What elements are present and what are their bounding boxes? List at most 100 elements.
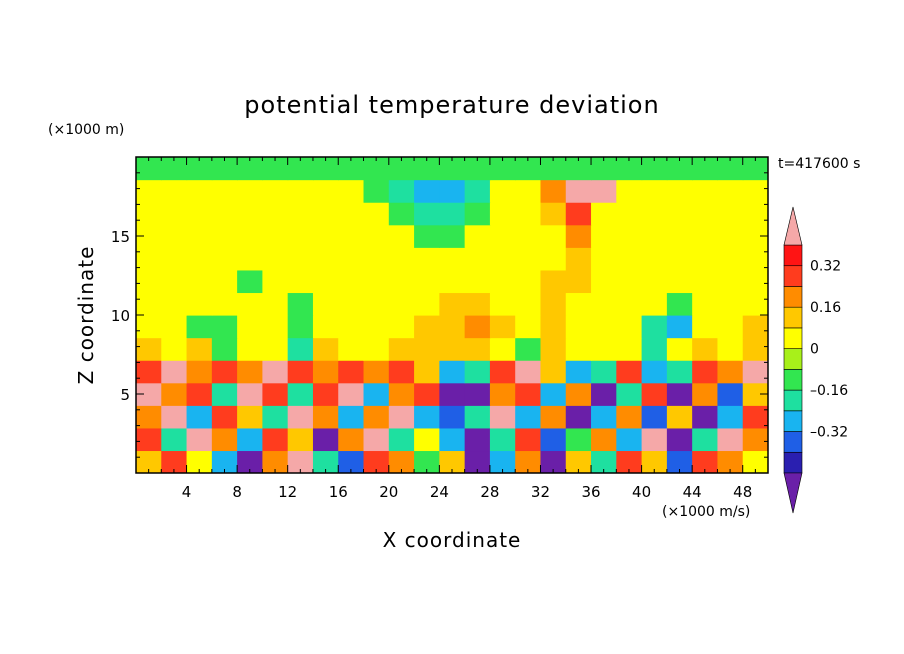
field-cell (439, 360, 466, 384)
field-cell (489, 157, 516, 181)
field-cell (186, 247, 213, 271)
field-cell (464, 292, 491, 316)
field-cell (717, 427, 744, 452)
field-cell (717, 450, 744, 473)
colorbar-swatch (783, 431, 803, 453)
field-cell (666, 427, 693, 452)
field-cell (439, 450, 466, 473)
field-cell (338, 157, 365, 181)
field-cell (717, 405, 744, 429)
field-cell (591, 360, 617, 384)
field-cell (312, 269, 339, 294)
field-cell (591, 450, 617, 473)
field-cell (439, 179, 466, 203)
field-cell (692, 450, 719, 473)
field-cell (591, 157, 617, 181)
field-cell (287, 315, 314, 339)
field-cell (312, 179, 339, 203)
field-cell (591, 405, 617, 429)
field-cell (565, 224, 592, 248)
field-cell (312, 427, 339, 452)
field-cell (540, 382, 567, 406)
field-cell (388, 224, 415, 248)
field-cell (338, 360, 365, 384)
field-cell (363, 315, 390, 339)
colorbar-swatch (783, 410, 803, 432)
field-cell (363, 382, 390, 406)
field-cell (388, 157, 415, 181)
field-cell (211, 269, 238, 294)
field-cell (464, 337, 491, 361)
field-cell (540, 224, 567, 248)
field-cell (439, 405, 466, 429)
field-cell (414, 269, 440, 294)
field-cell (211, 157, 238, 181)
field-cell (540, 247, 567, 271)
field-cell (161, 224, 188, 248)
field-cell (363, 202, 390, 226)
field-cell (287, 450, 314, 473)
field-cell (616, 224, 643, 248)
field-cell (262, 360, 289, 384)
field-cell (262, 405, 289, 429)
field-cell (186, 337, 213, 361)
field-cell (136, 382, 162, 406)
field-cell (338, 247, 365, 271)
x-tick-label: 20 (379, 483, 398, 501)
field-cell (161, 269, 188, 294)
field-cell (666, 292, 693, 316)
field-cell (262, 269, 289, 294)
field-cell (237, 224, 263, 248)
field-cell (312, 247, 339, 271)
field-cell (186, 427, 213, 452)
field-cell (186, 382, 213, 406)
field-cell (237, 157, 263, 181)
field-cell (414, 179, 440, 203)
field-cell (464, 157, 491, 181)
field-cell (641, 269, 668, 294)
field-cell (136, 224, 162, 248)
field-cell (641, 427, 668, 452)
field-cell (439, 315, 466, 339)
field-cell (692, 269, 719, 294)
time-label: t=417600 s (778, 156, 860, 172)
x-tick-label: 32 (531, 483, 550, 501)
field-cell (363, 157, 390, 181)
field-cell (312, 292, 339, 316)
field-cell (616, 202, 643, 226)
field-cell (312, 405, 339, 429)
field-cell (211, 450, 238, 473)
x-unit-label: (×1000 m/s) (662, 504, 750, 520)
x-tick-label: 44 (683, 483, 702, 501)
field-cell (363, 179, 390, 203)
field-cell (312, 202, 339, 226)
field-cell (515, 405, 542, 429)
field-cell (262, 247, 289, 271)
field-cell (717, 337, 744, 361)
field-cell (591, 427, 617, 452)
field-cell (641, 292, 668, 316)
field-cell (414, 337, 440, 361)
field-cell (237, 292, 263, 316)
field-cell (565, 360, 592, 384)
field-cell (262, 202, 289, 226)
field-cell (363, 427, 390, 452)
colorbar-swatch (783, 306, 803, 329)
field-cell (515, 269, 542, 294)
field-cell (211, 337, 238, 361)
field-cell (616, 247, 643, 271)
field-cell (666, 315, 693, 339)
field-cell (692, 157, 719, 181)
field-cell (565, 292, 592, 316)
field-cell (515, 360, 542, 384)
field-cell (641, 202, 668, 226)
field-cell (237, 315, 263, 339)
field-cell (439, 292, 466, 316)
contour-field (136, 157, 768, 473)
field-cell (136, 405, 162, 429)
colorbar-tick-label: –0.16 (810, 383, 848, 399)
field-cell (464, 179, 491, 203)
field-cell (616, 360, 643, 384)
field-cell (388, 269, 415, 294)
field-cell (717, 269, 744, 294)
